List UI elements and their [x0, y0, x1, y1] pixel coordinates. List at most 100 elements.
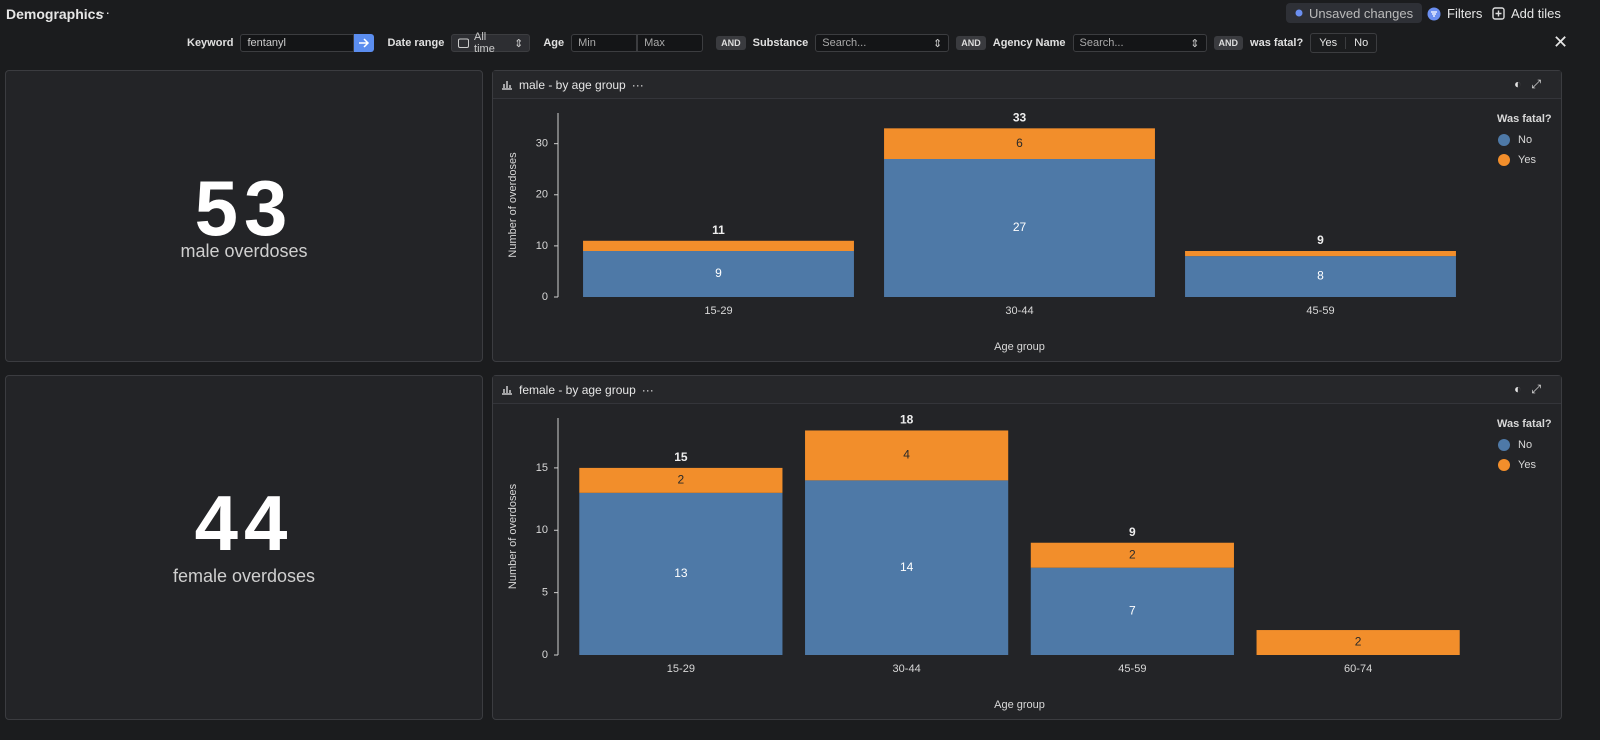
- filters-icon: [1427, 7, 1441, 20]
- bar-segment: [805, 480, 1009, 655]
- add-icon: [1492, 7, 1505, 20]
- x-tick-label: 30-44: [1005, 305, 1033, 317]
- bar-segment: [583, 251, 854, 297]
- kpi-tile: 53 male overdoses: [5, 70, 483, 362]
- bar-segment: [1030, 567, 1234, 655]
- placeholder: Min: [578, 37, 596, 49]
- age-group: Min Max: [571, 34, 704, 52]
- chevron: ⇕: [933, 37, 943, 50]
- status-chip: Unsaved changes: [1286, 3, 1423, 23]
- filters-text: Filters: [1447, 6, 1483, 21]
- age-min-input[interactable]: Min: [571, 34, 638, 52]
- legend-label: No: [1518, 439, 1532, 451]
- kpi-tile: 44 female overdoses: [5, 375, 483, 720]
- x-axis-label: Age group: [994, 341, 1045, 353]
- data-label: 2: [1355, 635, 1362, 649]
- chart-tile: male - by age group ··· ◐⤢ 0 10 20 30 Number …: [492, 70, 1562, 362]
- y-tick-label: 0: [542, 291, 548, 303]
- connector: AND: [716, 36, 746, 50]
- chart-icon: [502, 81, 512, 90]
- total-label: 33: [1013, 111, 1027, 125]
- x-tick-label: 15-29: [667, 663, 695, 675]
- tile-header: female - by age group ··· ◐⤢: [493, 376, 1561, 404]
- keyword-input[interactable]: fentanyl: [240, 34, 355, 52]
- close-button[interactable]: ✕: [1553, 32, 1569, 52]
- data-label: 6: [1016, 136, 1023, 150]
- add-tiles-button[interactable]: Add tiles: [1492, 6, 1561, 21]
- data-label: 13: [674, 566, 688, 580]
- y-tick-label: 10: [536, 524, 548, 536]
- total-label: 15: [674, 450, 688, 464]
- x-tick-label: 30-44: [893, 663, 921, 675]
- kpi-value: 53: [194, 164, 294, 252]
- filter-label: Date range: [387, 37, 445, 49]
- tile-actions[interactable]: ◐⤢: [1514, 77, 1551, 91]
- legend-swatch: [1498, 459, 1510, 471]
- y-tick-label: 0: [542, 649, 548, 661]
- total-label: 9: [1317, 233, 1324, 247]
- filter-label: Agency Name: [992, 37, 1066, 49]
- date-range-select[interactable]: All time ⇕: [451, 31, 531, 55]
- filter-label: Age: [543, 37, 565, 49]
- substance-select[interactable]: Search... ⇕: [815, 34, 950, 52]
- agency-select[interactable]: Search... ⇕: [1072, 34, 1207, 52]
- x-axis-label: Age group: [994, 699, 1045, 711]
- bar-segment: [805, 430, 1009, 481]
- chart-title: female - by age group: [519, 382, 636, 397]
- toggle-option[interactable]: Yes: [1311, 37, 1347, 49]
- chevron: ⇕: [514, 37, 524, 50]
- tile-actions[interactable]: ◐⤢: [1514, 382, 1551, 396]
- data-label: 2: [1129, 547, 1136, 561]
- legend-swatch: [1498, 154, 1510, 166]
- filter-label: was fatal?: [1250, 37, 1304, 49]
- legend-label: No: [1518, 134, 1532, 146]
- bar-segment: [884, 159, 1155, 297]
- menu-dots[interactable]: ···: [641, 382, 654, 397]
- tile-header: male - by age group ··· ◐⤢: [493, 71, 1561, 99]
- total-label: 11: [712, 223, 725, 237]
- legend-title: Was fatal?: [1497, 113, 1552, 125]
- menu-dots[interactable]: ···: [631, 77, 644, 92]
- kpi-label: male overdoses: [180, 241, 308, 261]
- legend-label: Yes: [1518, 459, 1536, 471]
- y-axis-label: Number of overdoses: [507, 152, 519, 258]
- y-tick-label: 15: [536, 462, 548, 474]
- legend-swatch: [1498, 134, 1510, 146]
- filters-button[interactable]: Filters: [1427, 6, 1482, 21]
- x-tick-label: 45-59: [1118, 663, 1146, 675]
- chart-icon: [502, 386, 512, 395]
- bar-segment: [579, 492, 783, 655]
- status-dot: [1295, 9, 1303, 17]
- dashboard-title: Demographics: [6, 6, 104, 22]
- connector: AND: [956, 36, 986, 50]
- data-label: 9: [715, 266, 722, 280]
- y-tick-label: 10: [536, 240, 548, 252]
- age-max-input[interactable]: Max: [637, 34, 704, 52]
- data-label: 7: [1129, 604, 1136, 618]
- bar-segment: [1030, 542, 1234, 568]
- y-tick-label: 20: [536, 189, 548, 201]
- status-text: Unsaved changes: [1309, 5, 1414, 21]
- filter-bar: Keyword fentanyl Date range All time ⇕ Ag…: [187, 31, 1378, 55]
- chart: 0 10 20 30 Number of overdoses Age group 15-29…: [507, 111, 1552, 353]
- keyword-value: fentanyl: [247, 37, 286, 49]
- menu-dots[interactable]: ···: [96, 4, 110, 20]
- connector: AND: [1213, 36, 1244, 50]
- legend-title: Was fatal?: [1497, 418, 1552, 430]
- bar-segment: [884, 128, 1155, 159]
- keyword-group: fentanyl: [240, 34, 375, 52]
- x-tick-label: 45-59: [1306, 305, 1334, 317]
- bar-segment: [1256, 630, 1460, 655]
- data-label: 8: [1317, 269, 1324, 283]
- top-bar: Demographics ··· Unsaved changes Filters…: [0, 0, 1600, 28]
- chart: 0 5 10 15 Number of overdoses Age group 15-29 1…: [507, 413, 1552, 711]
- data-label: 4: [903, 448, 910, 462]
- chevron: ⇕: [1190, 37, 1200, 50]
- bar-segment: [579, 467, 783, 493]
- bar-segment: [1185, 251, 1456, 257]
- toggle-option[interactable]: No: [1354, 37, 1369, 49]
- add-tiles-text: Add tiles: [1511, 6, 1561, 21]
- search-submit[interactable]: [354, 34, 375, 52]
- bar-segment: [583, 240, 854, 251]
- bar-segment: [1185, 256, 1456, 297]
